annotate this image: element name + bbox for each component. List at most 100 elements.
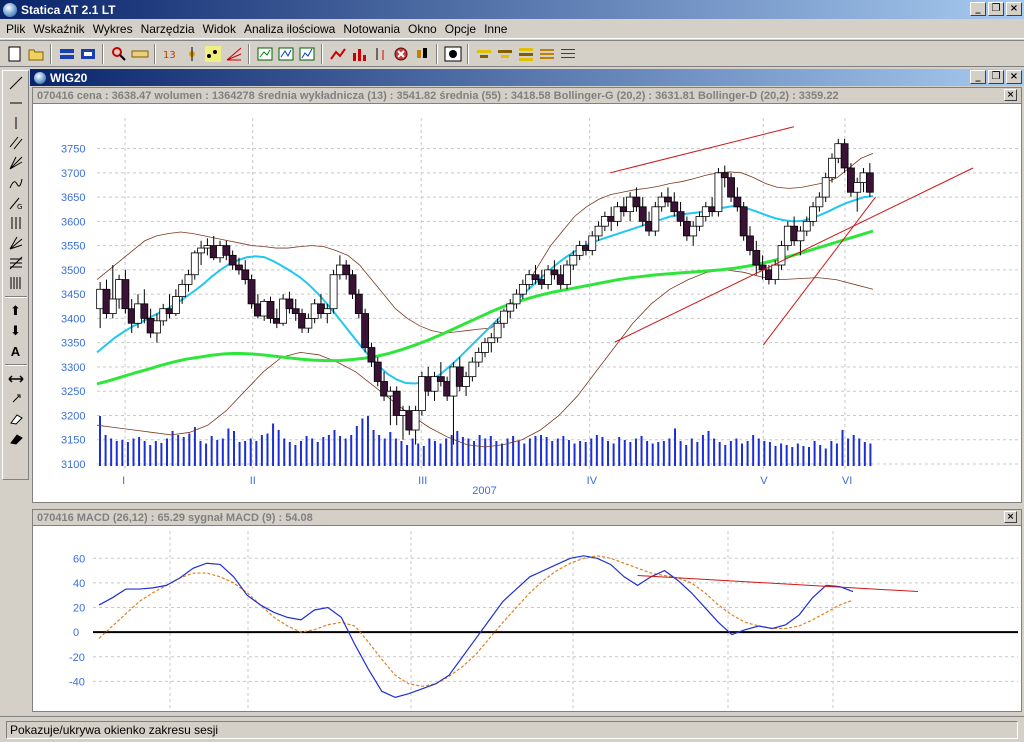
trend-icon[interactable] (327, 43, 348, 64)
menu-wykres[interactable]: Wykres (92, 21, 133, 36)
candle-body (247, 279, 256, 305)
candle-body (746, 235, 754, 251)
indicator-icon[interactable] (181, 43, 202, 64)
candle-body (418, 376, 426, 412)
y-tick-label: 3450 (61, 289, 85, 301)
candle-body (544, 269, 552, 285)
menu-inne[interactable]: Inne (484, 21, 508, 36)
price-panel-close-button[interactable]: × (1004, 89, 1017, 101)
candle-body (121, 279, 130, 310)
scatter-icon[interactable] (202, 43, 223, 64)
candle-chart-icon[interactable] (77, 43, 98, 64)
ruler-icon[interactable] (129, 43, 150, 64)
diagonal-line-icon[interactable] (4, 73, 28, 93)
candle-icon[interactable] (411, 43, 432, 64)
parallel-lines-icon[interactable] (4, 133, 28, 153)
new-icon[interactable] (4, 43, 25, 64)
toolbar-separator (4, 296, 27, 298)
chart-window-2-icon[interactable] (275, 43, 296, 64)
volume-bar (506, 438, 509, 466)
menu-opcje[interactable]: Opcje (444, 21, 477, 36)
menu-okno[interactable]: Okno (408, 21, 437, 36)
candle-body (802, 220, 811, 232)
main-toolbar: 13 (0, 40, 1024, 67)
fan-icon[interactable] (223, 43, 244, 64)
volume-bar (841, 430, 844, 466)
y-tick-label: 3500 (61, 265, 85, 277)
fibonacci-icon[interactable]: G (4, 193, 28, 213)
eraser-icon[interactable] (4, 409, 28, 429)
candle-body (228, 254, 237, 266)
candle (247, 274, 256, 309)
align-3-icon[interactable] (515, 43, 536, 64)
align-4-icon[interactable] (536, 43, 557, 64)
curve-icon[interactable] (4, 173, 28, 193)
bar-chart-icon[interactable] (56, 43, 77, 64)
volume-icon[interactable] (348, 43, 369, 64)
candle-body (329, 274, 338, 310)
chart-window-icon (34, 71, 46, 84)
arrow-down-icon[interactable]: ⬇ (10, 323, 21, 339)
volume-bar (199, 441, 202, 466)
volume-bar (283, 438, 286, 466)
text-icon[interactable]: A (10, 343, 21, 359)
menu-plik[interactable]: Plik (6, 21, 26, 36)
candle-body (279, 298, 288, 324)
align-5-icon[interactable] (557, 43, 578, 64)
volume-bar (177, 435, 180, 466)
chart-window-icon[interactable] (254, 43, 275, 64)
minimize-button[interactable]: _ (970, 2, 986, 16)
cancel-icon[interactable] (390, 43, 411, 64)
volume-bar (266, 433, 269, 466)
volume-bar (752, 435, 755, 466)
volume-bar (193, 427, 196, 466)
menu-wskaznik[interactable]: Wskaźnik (33, 21, 85, 36)
chart-restore-button[interactable]: ❐ (988, 70, 1004, 84)
menu-widok[interactable]: Widok (202, 21, 236, 36)
volume-bar (400, 441, 403, 466)
candle (853, 177, 862, 212)
settings-icon[interactable] (442, 43, 463, 64)
candle-body (771, 264, 780, 280)
candle (468, 357, 477, 382)
clear-icon[interactable] (4, 429, 28, 449)
volume-bar (567, 440, 570, 466)
stretch-icon[interactable] (4, 369, 28, 389)
restore-button[interactable]: ❐ (988, 2, 1004, 16)
menu-narzedzia[interactable]: Narzędzia (140, 21, 195, 36)
price-chart[interactable]: 3100 3150 3200 3250 3300 3350 3400 3450 3500 3550… (33, 104, 1021, 502)
candle (664, 187, 672, 207)
open-icon[interactable] (25, 43, 46, 64)
calendar-icon[interactable]: 13 (160, 43, 181, 64)
volume-bar (674, 428, 677, 466)
horizontal-line-icon[interactable] (4, 93, 28, 113)
close-button[interactable]: × (1006, 2, 1022, 16)
candle-body (632, 196, 641, 208)
chart-window-3-icon[interactable] (296, 43, 317, 64)
arcs-icon[interactable] (4, 273, 28, 293)
volume-bar (171, 431, 174, 466)
align-1-icon[interactable] (473, 43, 494, 64)
menu-notowania[interactable]: Notowania (343, 21, 401, 36)
cycle-lines-icon[interactable] (4, 213, 28, 233)
chart-minimize-button[interactable]: _ (970, 70, 986, 84)
chart-close-button[interactable]: × (1006, 70, 1022, 84)
menu-analiza[interactable]: Analiza ilościowa (243, 21, 336, 36)
align-2-icon[interactable] (494, 43, 515, 64)
macd-panel-close-button[interactable]: × (1004, 511, 1017, 523)
volume-bar (612, 443, 615, 466)
candle-body (474, 351, 483, 363)
vertical-line-icon[interactable] (4, 113, 28, 133)
zoom-icon[interactable] (108, 43, 129, 64)
volume-bar (646, 441, 649, 466)
fan-lines-icon[interactable] (4, 153, 28, 173)
volume-bar (110, 438, 113, 466)
gann-icon[interactable] (4, 233, 28, 253)
point-icon[interactable] (4, 389, 28, 409)
volume-bar (249, 438, 252, 466)
retracement-icon[interactable] (4, 253, 28, 273)
macd-chart[interactable]: -40 -20 0 20 40 60 (33, 526, 1021, 711)
arrow-up-icon[interactable]: ⬆ (10, 303, 21, 319)
y-tick-label: 0 (73, 627, 79, 639)
ohlc-icon[interactable] (369, 43, 390, 64)
